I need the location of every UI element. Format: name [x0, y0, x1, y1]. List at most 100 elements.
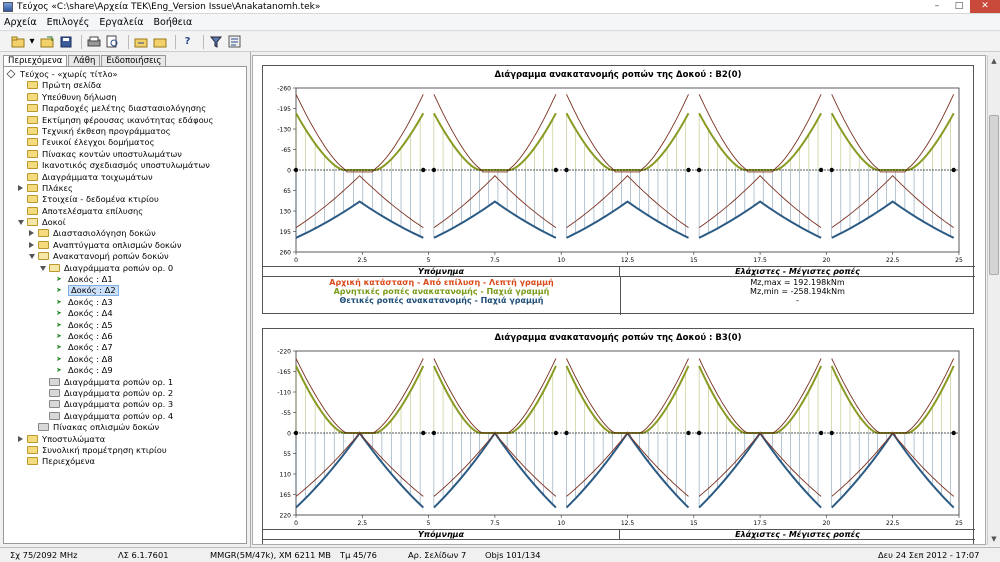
menu-help[interactable]: Βοήθεια	[153, 16, 193, 28]
expand-right-icon[interactable]	[29, 241, 34, 248]
menu-options[interactable]: Επιλογές	[46, 16, 90, 28]
status-pages: Αρ. Σελίδων 7	[408, 550, 467, 560]
dropdown-arrow-icon[interactable]: ▾	[29, 36, 35, 47]
x-tick-label: 22.5	[886, 257, 900, 264]
y-tick-label: 260	[280, 250, 292, 257]
tree-item-label: Διαγράμματα ροπών ορ. 3	[64, 399, 174, 410]
chart-item-icon: ➤	[56, 286, 62, 295]
y-tick-label: 110	[280, 472, 292, 479]
tree-item[interactable]: Διαγράμματα ροπών ορ. 0	[4, 263, 244, 274]
tab-notifications[interactable]: Ειδοποιήσεις	[101, 55, 167, 67]
tree-item[interactable]: Πίνακας κοντών υποστυλωμάτων	[4, 149, 244, 160]
print-preview-icon[interactable]	[105, 34, 120, 49]
tree-item-label: Αποτελέσματα επίλυσης	[42, 205, 144, 216]
splitter[interactable]	[250, 52, 251, 547]
series-initial-line	[831, 94, 955, 173]
x-tick-label: 12.5	[621, 257, 635, 264]
folder-icon[interactable]	[152, 34, 167, 49]
folder-icon	[38, 240, 49, 249]
expand-down-icon[interactable]	[29, 254, 35, 262]
y-tick-label: -55	[281, 410, 291, 417]
menu-files[interactable]: Αρχεία	[4, 16, 37, 28]
expand-right-icon[interactable]	[18, 435, 23, 442]
tree-item[interactable]: Τεύχος - «χωρίς τίτλο»	[4, 69, 244, 80]
tree-item[interactable]: Αποτελέσματα επίλυσης	[4, 206, 244, 217]
y-tick-label: 195	[280, 229, 292, 236]
tree-item[interactable]: ➤ Δοκός : Δ8	[4, 354, 244, 365]
tree-item[interactable]: Διαγράμματα ροπών ορ. 4	[4, 411, 244, 422]
print-icon[interactable]	[86, 34, 101, 49]
tree-item[interactable]: Στοιχεία - δεδομένα κτιρίου	[4, 194, 244, 205]
tree-item[interactable]: Τεχνική έκθεση προγράμματος	[4, 126, 244, 137]
tree-item[interactable]: Εκτίμηση φέρουσας ικανότητας εδάφους	[4, 115, 244, 126]
tree-item[interactable]: Αναπτύγματα οπλισμών δοκών	[4, 240, 244, 251]
tree-item[interactable]: Υποστυλώματα	[4, 434, 244, 445]
tree-item[interactable]: ➤ Δοκός : Δ3	[4, 297, 244, 308]
help-icon[interactable]: ?	[184, 36, 191, 47]
tree-item[interactable]: Διαγράμματα ροπών ορ. 2	[4, 388, 244, 399]
tree-item[interactable]: Διαγράμματα ροπών ορ. 3	[4, 399, 244, 410]
tree-item-label: Διαγράμματα τοιχωμάτων	[42, 171, 153, 182]
tree-item[interactable]: Διαγράμματα ροπών ορ. 1	[4, 377, 244, 388]
scroll-up-icon[interactable]: ▲	[991, 57, 997, 65]
tree-item[interactable]: Δοκοί	[4, 217, 244, 228]
tree-item[interactable]: Υπεύθυνη δήλωση	[4, 92, 244, 103]
open-icon[interactable]	[39, 34, 54, 49]
series-initial-line	[566, 175, 689, 228]
tree-item[interactable]: ➤ Δοκός : Δ6	[4, 331, 244, 342]
status-datetime: Δευ 24 Σεπ 2012 - 17:07	[878, 550, 980, 560]
scroll-down-icon[interactable]: ▼	[991, 535, 997, 543]
tree-item[interactable]: Ανακατανομή ροπών δοκών	[4, 251, 244, 262]
expand-right-icon[interactable]	[18, 184, 23, 191]
tree-item[interactable]: ➤ Δοκός : Δ2	[4, 285, 244, 297]
vertical-scrollbar[interactable]: ▲ ▼	[987, 55, 1000, 545]
y-tick-label: 0	[287, 168, 291, 175]
maximize-button[interactable]: □	[954, 1, 964, 11]
folder-open-icon	[49, 263, 60, 272]
mz-min: Mz,min = -258.194kNm	[750, 287, 845, 296]
y-tick-label: -195	[277, 106, 291, 113]
menu-tools[interactable]: Εργαλεία	[99, 16, 144, 28]
scroll-thumb[interactable]	[989, 115, 999, 275]
tree-item[interactable]: Πλάκες	[4, 183, 244, 194]
tree-item-label: Πίνακας κοντών υποστυλωμάτων	[42, 148, 182, 159]
chart-item-icon: ➤	[56, 354, 62, 363]
tree-item-label: Αναπτύγματα οπλισμών δοκών	[53, 239, 182, 250]
save-icon[interactable]	[58, 34, 73, 49]
tree-item[interactable]: Ικανοτικός σχεδιασμός υποστυλωμάτων	[4, 160, 244, 171]
tree-item-label: Δοκός : Δ4	[68, 308, 113, 319]
tree-item[interactable]: Περιεχόμενα	[4, 456, 244, 467]
series-initial-line	[831, 175, 954, 228]
new-folder-icon[interactable]	[10, 34, 25, 49]
chart-item-icon: ➤	[56, 366, 62, 375]
tree-item[interactable]: Συνολική προμέτρηση κτιρίου	[4, 445, 244, 456]
tab-errors[interactable]: Λάθη	[68, 55, 101, 67]
x-tick-label: 2.5	[358, 520, 368, 527]
tree-item[interactable]: ➤ Δοκός : Δ9	[4, 365, 244, 376]
chart-title: Διάγραμμα ανακατανομής ροπών της Δοκού :…	[494, 70, 742, 80]
tree-item-label: Δοκός : Δ9	[68, 365, 113, 376]
tree-item[interactable]: ➤ Δοκός : Δ5	[4, 320, 244, 331]
tree-item[interactable]: Παραδοχές μελέτης διαστασιολόγησης	[4, 103, 244, 114]
tree-item[interactable]: Διαγράμματα τοιχωμάτων	[4, 172, 244, 183]
tab-contents[interactable]: Περιεχόμενα	[3, 55, 68, 67]
tree-item[interactable]: Πίνακας οπλισμών δοκών	[4, 422, 244, 433]
expand-down-icon[interactable]	[18, 220, 24, 228]
tree-item[interactable]: ➤ Δοκός : Δ4	[4, 308, 244, 319]
filter-icon[interactable]	[208, 34, 223, 49]
minimize-button[interactable]: –	[934, 1, 940, 11]
tree-item[interactable]: Πρώτη σελίδα	[4, 80, 244, 91]
status-objs: Objs 101/134	[485, 550, 541, 560]
expand-down-icon[interactable]	[40, 265, 46, 274]
expand-right-icon[interactable]	[29, 230, 34, 237]
tree-item[interactable]: Διαστασιολόγηση δοκών	[4, 228, 244, 239]
tree-item[interactable]: ➤ Δοκός : Δ1	[4, 274, 244, 285]
legend-header: Υπόμνημα	[263, 530, 620, 540]
close-button[interactable]: ✕	[970, 0, 1000, 13]
tree-item[interactable]: Γενικοί έλεγχοι δομήματος	[4, 137, 244, 148]
tree-item[interactable]: ➤ Δοκός : Δ7	[4, 342, 244, 353]
x-tick-label: 7.5	[490, 257, 500, 264]
settings-icon[interactable]	[227, 34, 242, 49]
export-icon[interactable]	[133, 34, 148, 49]
